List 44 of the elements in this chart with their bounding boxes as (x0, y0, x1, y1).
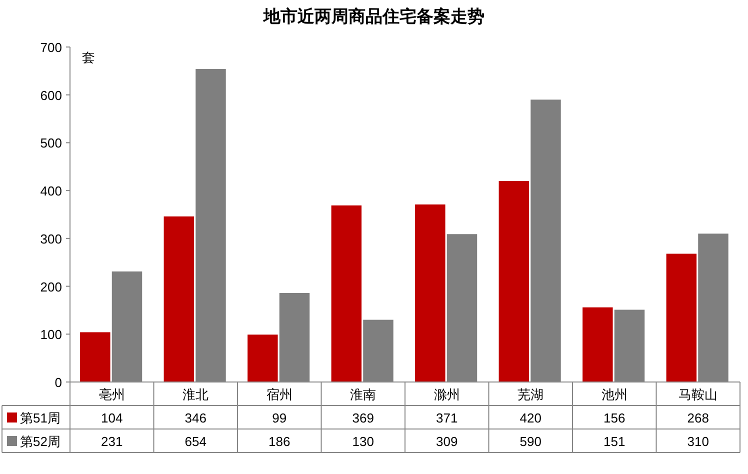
data-label: 186 (268, 434, 290, 449)
bar (666, 254, 697, 382)
data-label: 231 (101, 434, 123, 449)
data-label: 104 (101, 410, 123, 426)
data-label: 130 (352, 434, 374, 449)
data-label: 99 (272, 410, 287, 426)
bar (331, 205, 362, 382)
data-label: 268 (687, 410, 709, 426)
data-label: 371 (436, 410, 458, 426)
data-label: 156 (604, 410, 626, 426)
bar (248, 334, 278, 382)
x-tick-label: 宿州 (266, 387, 292, 402)
data-label: 590 (520, 434, 542, 449)
x-tick-label: 滁州 (434, 387, 460, 402)
y-tick-label: 500 (40, 136, 62, 151)
y-tick-label: 600 (40, 88, 62, 103)
y-tick-label: 400 (40, 184, 62, 199)
data-label: 151 (604, 434, 626, 449)
y-tick-label: 100 (40, 327, 62, 342)
data-label: 654 (184, 434, 206, 449)
y-axis-title: 套 (82, 50, 95, 65)
y-tick-label: 700 (40, 40, 62, 55)
data-label: 346 (184, 410, 206, 426)
y-tick-label: 200 (40, 279, 62, 294)
x-tick-label: 亳州 (98, 387, 125, 402)
legend-label: 第51周 (20, 410, 60, 426)
bar (415, 204, 446, 382)
y-tick-label: 300 (40, 231, 62, 246)
x-tick-label: 芜湖 (518, 387, 544, 402)
data-label: 309 (436, 434, 458, 449)
x-tick-label: 池州 (601, 387, 628, 402)
x-tick-label: 马鞍山 (678, 387, 718, 402)
data-label: 369 (352, 410, 374, 426)
bar (80, 332, 110, 382)
chart-title: 地市近两周商品住宅备案走势 (262, 6, 484, 26)
data-label: 420 (520, 410, 542, 426)
x-tick-label: 淮北 (182, 387, 209, 402)
data-label: 310 (687, 434, 709, 449)
y-tick-label: 0 (54, 375, 62, 390)
bar (582, 307, 613, 382)
bar (164, 216, 194, 382)
legend-label: 第52周 (20, 434, 60, 449)
x-tick-label: 淮南 (350, 387, 376, 402)
bar (498, 181, 530, 382)
